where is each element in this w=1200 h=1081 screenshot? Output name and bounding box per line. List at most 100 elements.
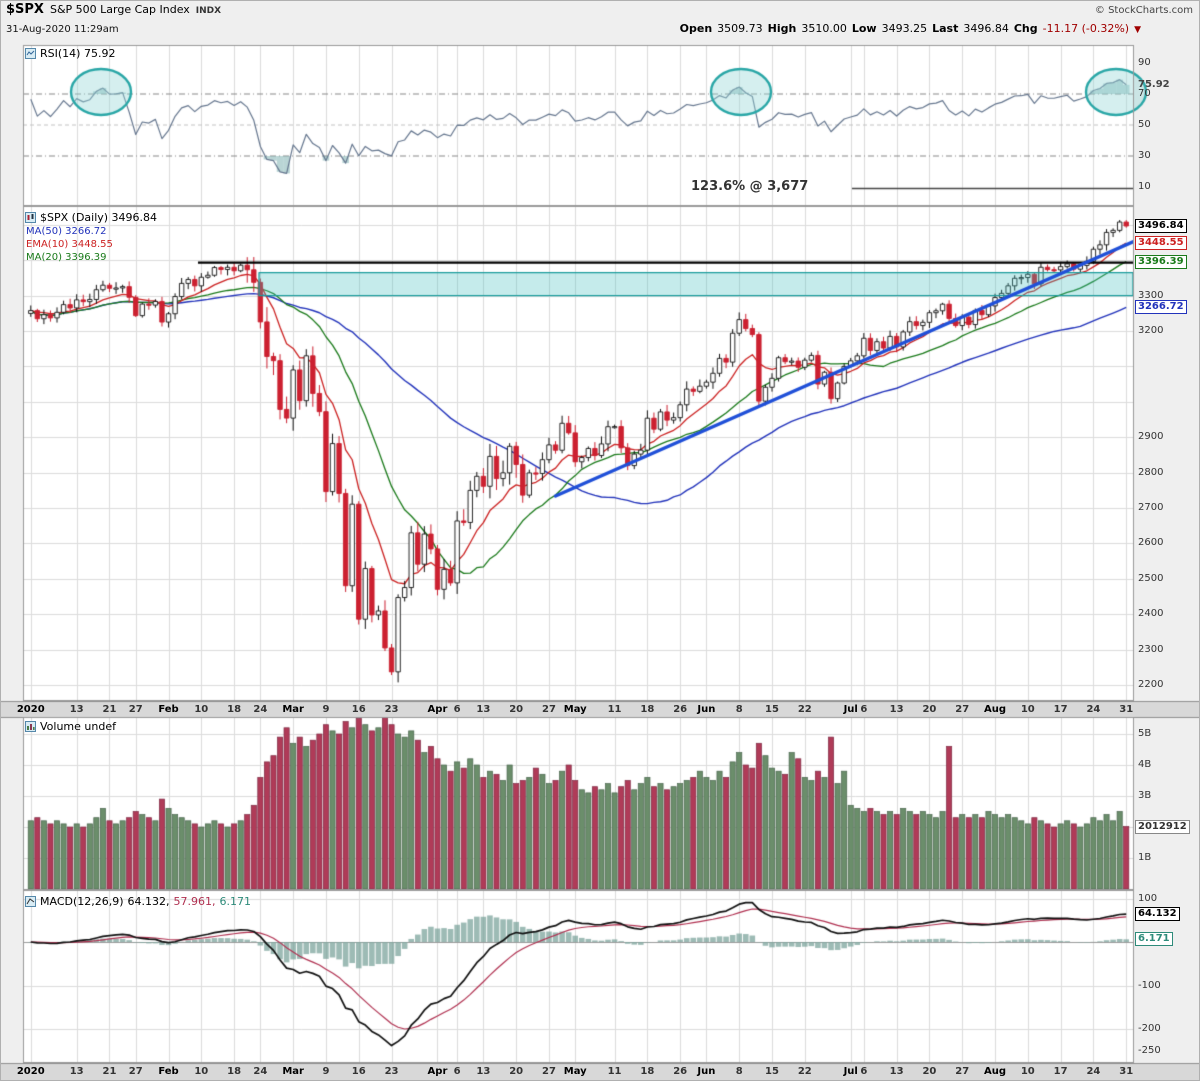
x-axis-label: 27	[128, 1066, 143, 1077]
x-axis-label: Aug	[984, 704, 1007, 715]
x-axis-label: 22	[797, 704, 812, 715]
low-label: Low	[851, 22, 877, 35]
x-axis-label: 6	[453, 704, 461, 715]
ma20-legend: MA(20) 3396.39	[26, 252, 107, 263]
high-value: 3510.00	[801, 22, 847, 35]
x-axis-label: Jul	[843, 704, 858, 715]
macd-value-box: 64.132	[1135, 907, 1180, 922]
rsi-axis-label: 50	[1138, 119, 1151, 130]
rsi-current-value: 75.92	[1138, 78, 1170, 90]
x-axis-label: 24	[253, 1066, 268, 1077]
x-axis-label: 22	[797, 1066, 812, 1077]
x-axis-label: Feb	[158, 704, 179, 715]
x-axis-label: 11	[607, 1066, 622, 1077]
x-axis-label: 20	[922, 1066, 937, 1077]
x-axis-label: 10	[1020, 704, 1035, 715]
price-legend: $SPX (Daily) 3496.84 MA(50) 3266.72 EMA(…	[25, 210, 157, 264]
volume-legend: Volume undef	[25, 720, 116, 733]
x-axis-label: 15	[765, 704, 779, 715]
x-axis-label: 20	[509, 704, 524, 715]
x-axis-label: 9	[322, 1066, 330, 1077]
price-axis-label: 3200	[1138, 325, 1164, 337]
x-axis-label: 27	[128, 704, 143, 715]
rsi-axis-label: 10	[1138, 181, 1151, 192]
exchange-tag: INDX	[195, 6, 222, 16]
x-axis-label: 21	[102, 1066, 117, 1077]
x-axis-label: 9	[322, 704, 330, 715]
macd-legend-name: MACD(12,26,9)	[40, 895, 124, 908]
macd-axis-label: -200	[1138, 1023, 1161, 1034]
x-axis-label: 13	[476, 704, 491, 715]
macd-axis-label: -100	[1138, 979, 1161, 991]
x-axis-label: 10	[1020, 1066, 1035, 1077]
price-legend-main-row: $SPX (Daily) 3496.84	[25, 210, 157, 225]
x-axis-label: Mar	[282, 1066, 304, 1077]
x-axis-label: 18	[227, 1066, 242, 1077]
x-axis-label: 31	[1119, 1066, 1134, 1077]
x-axis-label: 6	[453, 1066, 461, 1077]
ma50-legend: MA(50) 3266.72	[26, 226, 107, 237]
x-axis-label: 13	[889, 1066, 904, 1077]
x-axis-label: May	[563, 1066, 587, 1077]
timestamp: 31-Aug-2020 11:29am	[6, 24, 119, 35]
macd-hist-text: 6.171	[219, 895, 252, 908]
last-value: 3496.84	[963, 22, 1009, 35]
x-axis-label: 10	[194, 1066, 209, 1077]
macd-value-text: 64.132,	[127, 895, 170, 908]
header-row-2: 31-Aug-2020 11:29am Open 3509.73 High 35…	[6, 22, 1141, 35]
macd-axis-label: 100	[1138, 892, 1158, 904]
macd-legend: MACD(12,26,9) 64.132, 57.961, 6.171	[25, 895, 251, 908]
volume-axis-label: 1B	[1138, 852, 1152, 863]
high-label: High	[767, 22, 797, 35]
x-axis-label: 27	[542, 1066, 556, 1077]
x-axis-label: 24	[1086, 704, 1101, 715]
change-down-icon: ▼	[1134, 25, 1141, 35]
x-axis-label: 26	[673, 704, 688, 715]
x-axis-label: Apr	[427, 1066, 448, 1077]
x-axis-label: 31	[1119, 704, 1134, 715]
x-axis-label: 24	[1086, 1066, 1101, 1077]
x-axis-label: Jun	[697, 1066, 716, 1077]
price-legend-label: $SPX (Daily) 3496.84	[40, 211, 158, 224]
candlestick-icon	[25, 212, 36, 223]
volume-legend-label: Volume undef	[40, 720, 116, 733]
last-label: Last	[932, 22, 959, 35]
price-axis-label: 2800	[1138, 466, 1164, 478]
price-axis-label: 2600	[1138, 537, 1164, 549]
x-axis-label: 18	[227, 704, 242, 715]
volume-axis-label: 4B	[1138, 759, 1152, 770]
rsi-axis-label: 70	[1138, 88, 1151, 99]
rsi-axis-label: 90	[1138, 57, 1151, 68]
ema10-legend: EMA(10) 3448.55	[26, 239, 113, 250]
x-axis-label: May	[563, 704, 587, 715]
x-axis-label: 23	[384, 704, 399, 715]
price-axis-label: 2700	[1138, 502, 1164, 514]
header-row-1: $SPX S&P 500 Large Cap Index INDX © Stoc…	[6, 2, 1193, 17]
x-axis-label: 2020	[16, 1066, 45, 1077]
rsi-indicator-icon	[25, 48, 36, 59]
macd-signal-text: 57.961,	[173, 895, 216, 908]
quote-strip: Open 3509.73 High 3510.00 Low 3493.25 La…	[680, 22, 1141, 35]
x-axis-label: 20	[922, 704, 937, 715]
x-axis-label: 6	[860, 704, 868, 715]
x-axis-label: 18	[640, 704, 655, 715]
x-axis-label: 17	[1053, 704, 1068, 715]
symbol: $SPX	[6, 2, 44, 17]
price-axis-label: 2900	[1138, 431, 1164, 443]
ma20-price-box: 3396.39	[1135, 254, 1187, 269]
x-axis-label: 13	[889, 704, 904, 715]
volume-axis-label: 5B	[1138, 728, 1152, 739]
fib-annotation: 123.6% @ 3,677	[691, 179, 809, 194]
x-axis-label: 6	[860, 1066, 868, 1077]
x-axis-label: 27	[955, 704, 970, 715]
x-axis-label: Aug	[984, 1066, 1007, 1077]
x-axis-label: 17	[1053, 1066, 1068, 1077]
x-axis-label: 10	[194, 704, 209, 715]
x-axis-label: Apr	[427, 704, 448, 715]
price-axis-label: 2300	[1138, 643, 1164, 655]
rsi-legend-label: RSI(14) 75.92	[40, 47, 116, 60]
macd-hist-value-box: 6.171	[1135, 932, 1173, 947]
price-axis-label: 2500	[1138, 572, 1164, 584]
